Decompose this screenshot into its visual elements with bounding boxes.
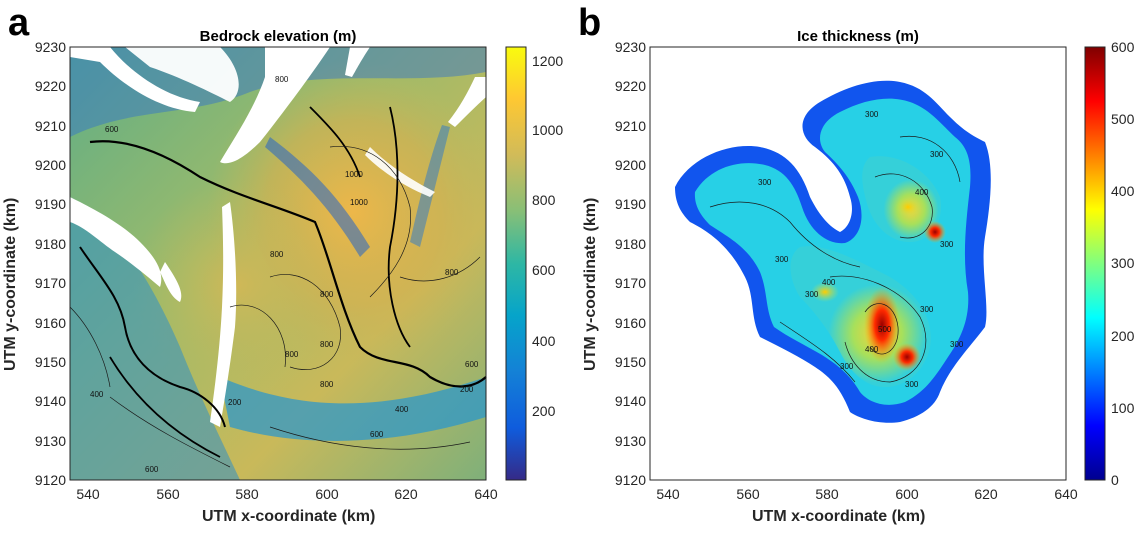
- y-tick-label: 9130: [614, 433, 646, 449]
- contour-label: 300: [840, 362, 854, 371]
- contour-label: 1000: [345, 170, 363, 179]
- y-tick-label: 9220: [34, 78, 66, 94]
- y-tick-label: 9150: [34, 354, 66, 370]
- contour-label: 300: [950, 340, 964, 349]
- colorbar-tick-label: 200: [1111, 328, 1135, 344]
- contour-label: 800: [320, 380, 334, 389]
- colorbar-tick-label: 300: [1111, 255, 1135, 271]
- contour-label: 800: [285, 350, 299, 359]
- contour-label: 800: [445, 268, 459, 277]
- x-tick-label: 580: [815, 486, 839, 502]
- x-axis-label: UTM x-coordinate (km): [202, 508, 376, 525]
- panel-a-bedrock-elevation: a Bedrock elevation (m): [2, 2, 564, 525]
- y-tick-label: 9220: [614, 78, 646, 94]
- y-tick-label: 9140: [614, 393, 646, 409]
- y-tick-label: 9170: [614, 275, 646, 291]
- contour-label: 500: [878, 325, 892, 334]
- y-tick-label: 9140: [34, 393, 66, 409]
- y-tick-label: 9120: [614, 472, 646, 488]
- contour-label: 200: [228, 398, 242, 407]
- contour-label: 300: [775, 255, 789, 264]
- colorbar-tick-label: 800: [532, 192, 556, 208]
- y-tick-label: 9160: [614, 315, 646, 331]
- contour-label: 600: [105, 125, 119, 134]
- x-axis-label: UTM x-coordinate (km): [752, 508, 926, 525]
- panel-letter: a: [8, 2, 30, 44]
- x-tick-label: 640: [1054, 486, 1078, 502]
- plot-title: Bedrock elevation (m): [199, 28, 357, 45]
- y-tick-label: 9160: [34, 315, 66, 331]
- y-tick-label: 9210: [614, 118, 646, 134]
- contour-label: 400: [865, 345, 879, 354]
- x-tick-label: 600: [895, 486, 919, 502]
- colorbar-tick-label: 500: [1111, 111, 1135, 127]
- contour-label: 300: [905, 380, 919, 389]
- y-tick-label: 9120: [34, 472, 66, 488]
- y-axis-label: UTM y-coordinate (km): [2, 197, 19, 371]
- y-tick-label: 9190: [34, 196, 66, 212]
- contour-label: 300: [920, 305, 934, 314]
- y-tick-label: 9190: [614, 196, 646, 212]
- contour-label: 400: [915, 188, 929, 197]
- contour-label: 300: [940, 240, 954, 249]
- contour-label: 600: [370, 430, 384, 439]
- bedrock-elevation-map: 1000 1000 800 800 800 800 800 800 600 60…: [69, 46, 487, 481]
- y-tick-label: 9210: [34, 118, 66, 134]
- x-tick-label: 620: [974, 486, 998, 502]
- y-axis-label: UTM y-coordinate (km): [582, 197, 599, 371]
- y-tick-label: 9180: [614, 236, 646, 252]
- y-tick-label: 9200: [614, 157, 646, 173]
- contour-label: 300: [758, 178, 772, 187]
- x-tick-label: 560: [156, 486, 180, 502]
- contour-label: 400: [822, 278, 836, 287]
- contour-label: 600: [465, 360, 479, 369]
- x-tick-label: 620: [394, 486, 418, 502]
- y-tick-label: 9150: [614, 354, 646, 370]
- x-tick-label: 540: [656, 486, 680, 502]
- colorbar-tick-label: 100: [1111, 400, 1135, 416]
- colorbar-tick-label: 0: [1111, 472, 1119, 488]
- colorbar-tick-label: 600: [1111, 39, 1135, 55]
- contour-label: 800: [320, 290, 334, 299]
- contour-label: 400: [395, 405, 409, 414]
- y-tick-label: 9230: [34, 39, 66, 55]
- panel-letter: b: [578, 2, 602, 44]
- x-tick-label: 640: [474, 486, 498, 502]
- plot-title: Ice thickness (m): [797, 28, 919, 45]
- contour-label: 200: [460, 385, 474, 394]
- contour-label: 800: [270, 250, 284, 259]
- x-tick-label: 560: [736, 486, 760, 502]
- colorbar-tick-label: 200: [532, 403, 556, 419]
- y-tick-label: 9180: [34, 236, 66, 252]
- colorbar: [505, 46, 527, 481]
- y-tick-label: 9230: [614, 39, 646, 55]
- contour-label: 600: [145, 465, 159, 474]
- colorbar-tick-label: 600: [532, 262, 556, 278]
- x-tick-label: 580: [235, 486, 259, 502]
- y-tick-label: 9200: [34, 157, 66, 173]
- contour-label: 400: [90, 390, 104, 399]
- colorbar: [1084, 46, 1106, 481]
- y-tick-label: 9130: [34, 433, 66, 449]
- contour-label: 1000: [350, 198, 368, 207]
- y-tick-label: 9170: [34, 275, 66, 291]
- x-tick-label: 600: [315, 486, 339, 502]
- colorbar-tick-label: 1000: [532, 122, 564, 138]
- contour-label: 300: [805, 290, 819, 299]
- contour-label: 300: [930, 150, 944, 159]
- panel-b-ice-thickness: b Ice thickness (m): [570, 0, 1137, 533]
- colorbar-tick-label: 400: [1111, 183, 1135, 199]
- contour-label: 800: [275, 75, 289, 84]
- colorbar-tick-label: 1200: [532, 53, 564, 69]
- colorbar-tick-label: 400: [532, 333, 556, 349]
- ice-thickness-map: 300 300 300 300 300 300 400 400 400 500 …: [649, 46, 1067, 481]
- contour-label: 300: [865, 110, 879, 119]
- contour-label: 800: [320, 340, 334, 349]
- x-tick-label: 540: [76, 486, 100, 502]
